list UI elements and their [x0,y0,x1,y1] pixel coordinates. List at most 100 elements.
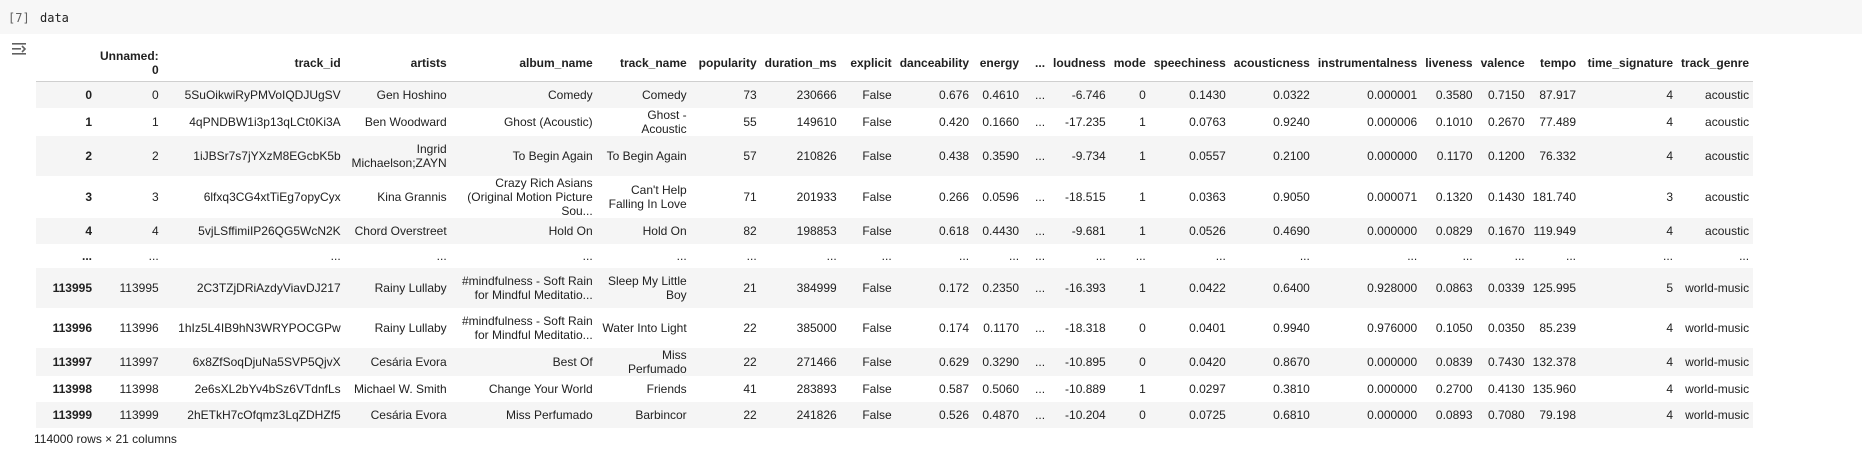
column-header: tempo [1528,44,1581,82]
table-cell: 0.9940 [1273,320,1310,335]
table-cell: acoustic [1705,189,1750,204]
table-cell: 5 [1666,280,1674,295]
table-cell: 0.2350 [982,280,1020,295]
table-cell: 119.949 [1533,223,1577,238]
table-cell: 0.1170 [1436,148,1473,163]
table-cell: ... [1035,148,1046,163]
table-cell: acoustic [1705,223,1750,238]
table-cell: 3 [151,189,159,204]
table-cell: 0.5060 [982,381,1020,396]
table-cell: world-music [1685,320,1750,335]
table-cell: 5SuOikwiRyPMVoIQDJUgSV [184,87,341,102]
table-cell: Miss Perfumado [505,407,593,422]
table-cell: 22 [743,320,757,335]
table-cell: 4qPNDBW1i3p13qLCt0Ki3A [189,114,341,129]
table-cell: 0.1430 [1189,87,1226,102]
table-cell: 0.0725 [1189,407,1226,422]
table-cell: Ben Woodward [364,114,447,129]
table-cell: 4 [1666,407,1674,422]
table-cell: False [862,280,892,295]
table-cell: 1 [1139,148,1146,163]
table-body: 0 0 5SuOikwiRyPMVoIQDJUgSV Gen Hoshino Comed… [36,81,1754,428]
table-cell: 4 [1666,148,1674,163]
table-cell: 1hIz5L4IB9hN3WRYPOCGPw [178,320,341,335]
table-cell: 0.172 [939,280,970,295]
table-cell: -10.889 [1065,381,1106,396]
table-cell: ... [1035,223,1046,238]
table-cell: 1iJBSr7s7jYXzM8EGcbK5b [193,148,341,163]
table-cell: 0.2100 [1273,148,1310,163]
table-cell: ... [676,248,687,263]
table-cell: 0.3290 [982,354,1020,369]
table-cell: 1 [1139,280,1146,295]
table-cell: 1 [1139,381,1146,396]
table-row: 113999 113999 2hETkH7cOfqmz3LqZDHZf5 Cesári… [36,401,1754,428]
table-cell: 384999 [796,280,837,295]
table-cell: 0.8670 [1273,354,1310,369]
table-cell: 0.1320 [1435,189,1473,204]
table-cell: Cesária Evora [370,407,447,422]
table-cell: acoustic [1705,114,1750,129]
table-cell: -6.746 [1071,87,1106,102]
table-cell: 283893 [796,381,837,396]
table-cell: False [862,354,892,369]
table-cell: 41 [743,381,757,396]
table-cell: -9.681 [1071,223,1106,238]
table-cell: ... [1009,248,1020,263]
row-index: 113995 [52,280,92,295]
row-index: 113997 [52,354,92,369]
table-cell: 0.928000 [1367,280,1418,295]
table-cell: world-music [1685,280,1750,295]
column-header: speechiness [1149,44,1230,82]
table-cell: 4 [1666,320,1674,335]
table-cell: False [862,87,892,102]
table-cell: 181.740 [1532,189,1577,204]
table-cell: 0.0401 [1189,320,1226,335]
table-cell: 0.526 [939,407,970,422]
row-index: 1 [85,114,92,129]
table-cell: 6x8ZfSoqDjuNa5SVP5QjvX [192,354,341,369]
table-cell: False [862,407,892,422]
row-index: 2 [85,148,92,163]
table-cell: ... [1514,248,1525,263]
row-index: 0 [85,87,92,102]
table-cell: ... [330,248,341,263]
code-cell[interactable]: [7] data [0,0,1862,34]
table-cell: False [862,320,892,335]
table-cell: 71 [743,189,757,204]
table-cell: 4 [1666,381,1674,396]
table-cell: 0.0420 [1189,354,1226,369]
table-cell: Kina Grannis [377,189,447,204]
table-cell: Change Your World [488,381,593,396]
table-cell: 0.0863 [1435,280,1473,295]
table-cell: Gen Hoshino [376,87,447,102]
table-cell: ... [1299,248,1310,263]
table-cell: ... [1215,248,1226,263]
table-cell: #mindfulness - Soft Rain for Mindful Med… [461,313,593,342]
table-cell: False [862,223,892,238]
table-cell: 2hETkH7cOfqmz3LqZDHZf5 [187,407,341,422]
output-options-icon[interactable] [10,40,28,58]
table-row: 113997 113997 6x8ZfSoqDjuNa5SVP5QjvX Cesári… [36,347,1754,376]
table-cell: Ghost (Acoustic) [503,114,593,129]
table-cell: ... [1566,248,1577,263]
table-cell: 0.7150 [1487,87,1525,102]
table-cell: False [862,381,892,396]
table-cell: 0.000001 [1367,87,1418,102]
table-cell: 0 [1139,407,1146,422]
code-editor[interactable]: data [40,11,69,25]
table-cell: 0.0596 [982,189,1020,204]
table-cell: To Begin Again [512,148,593,163]
column-header: instrumentalness [1313,44,1422,82]
table-cell: 22 [743,354,757,369]
table-cell: ... [148,248,159,263]
table-cell: Best Of [552,354,593,369]
table-cell: 0.3590 [982,148,1020,163]
table-cell: 0.000000 [1367,407,1418,422]
column-header: Unnamed: 0 [96,44,163,82]
table-cell: 198853 [796,223,837,238]
table-cell: 57 [743,148,757,163]
table-cell: Rainy Lullaby [374,320,447,335]
table-cell: 0.2670 [1487,114,1525,129]
table-cell: 0.174 [939,320,970,335]
